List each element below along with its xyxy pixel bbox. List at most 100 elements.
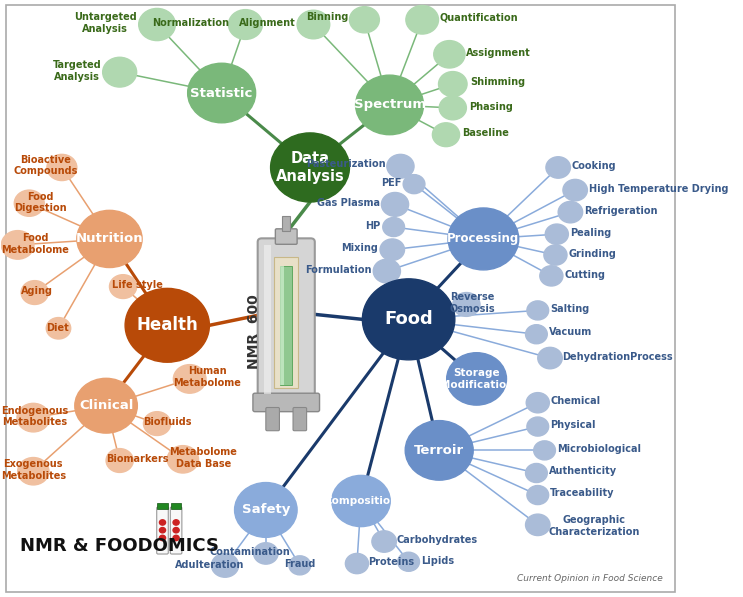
- Circle shape: [345, 553, 369, 574]
- Text: Mixing: Mixing: [341, 244, 378, 254]
- Text: NMR & FOODOMICS: NMR & FOODOMICS: [20, 537, 219, 555]
- Circle shape: [160, 528, 166, 533]
- Text: Cooking: Cooking: [572, 161, 617, 171]
- Text: Carbohydrates: Carbohydrates: [396, 536, 478, 545]
- Circle shape: [381, 192, 409, 216]
- Circle shape: [452, 293, 480, 316]
- Circle shape: [289, 556, 311, 575]
- Text: Formulation: Formulation: [305, 265, 372, 275]
- Text: Alignment: Alignment: [239, 19, 296, 28]
- Circle shape: [235, 482, 297, 537]
- Text: Composition: Composition: [324, 496, 398, 506]
- Text: High Temperature Drying: High Temperature Drying: [588, 184, 728, 194]
- Circle shape: [406, 5, 438, 34]
- Bar: [274, 257, 299, 388]
- Text: Authenticity: Authenticity: [548, 466, 617, 476]
- Text: Bioactive
Compounds: Bioactive Compounds: [13, 155, 77, 177]
- Text: Storage
Modification: Storage Modification: [440, 368, 513, 390]
- Circle shape: [106, 448, 133, 472]
- Text: Gas Plasma: Gas Plasma: [317, 198, 380, 208]
- Circle shape: [544, 245, 567, 265]
- Text: Pasteurization: Pasteurization: [306, 159, 386, 170]
- Circle shape: [46, 318, 71, 339]
- Circle shape: [212, 553, 239, 577]
- Bar: [158, 503, 168, 509]
- Text: Pealing: Pealing: [570, 228, 611, 238]
- Text: Reverse
Osmosis: Reverse Osmosis: [450, 293, 495, 314]
- Text: Chemical: Chemical: [550, 396, 600, 406]
- Circle shape: [143, 412, 171, 435]
- Circle shape: [77, 210, 142, 267]
- Bar: [171, 503, 181, 509]
- Text: Phasing: Phasing: [469, 101, 513, 112]
- FancyBboxPatch shape: [157, 507, 168, 554]
- Circle shape: [173, 536, 179, 541]
- Text: HP: HP: [365, 221, 380, 232]
- Circle shape: [525, 514, 550, 536]
- Text: Exogenous
Metabolites: Exogenous Metabolites: [1, 459, 66, 481]
- Circle shape: [373, 259, 400, 283]
- Text: Health: Health: [137, 316, 198, 334]
- Circle shape: [356, 75, 424, 135]
- Circle shape: [372, 531, 396, 552]
- Text: Processing: Processing: [447, 232, 519, 245]
- Circle shape: [538, 347, 562, 369]
- Circle shape: [545, 224, 568, 244]
- Circle shape: [439, 96, 467, 120]
- Circle shape: [527, 301, 548, 320]
- Text: Human
Metabolome: Human Metabolome: [173, 367, 241, 388]
- Text: Targeted
Analysis: Targeted Analysis: [53, 60, 101, 82]
- Text: Physical: Physical: [550, 420, 595, 430]
- Circle shape: [173, 528, 179, 533]
- Circle shape: [18, 457, 49, 485]
- Text: Assignment: Assignment: [467, 48, 531, 57]
- Text: Binning: Binning: [306, 13, 348, 22]
- Circle shape: [14, 190, 44, 216]
- Circle shape: [380, 239, 404, 260]
- Text: Food: Food: [384, 310, 433, 328]
- Text: Traceability: Traceability: [550, 488, 614, 498]
- Circle shape: [432, 123, 460, 147]
- Circle shape: [270, 133, 349, 202]
- Circle shape: [527, 417, 548, 436]
- Circle shape: [173, 520, 179, 525]
- Circle shape: [228, 10, 262, 39]
- Text: NMR  600: NMR 600: [247, 294, 261, 368]
- Text: Food
Digestion: Food Digestion: [14, 192, 67, 213]
- Circle shape: [438, 72, 467, 97]
- Bar: [280, 266, 284, 385]
- FancyBboxPatch shape: [276, 229, 297, 244]
- Text: Proteins: Proteins: [369, 558, 415, 567]
- Circle shape: [540, 266, 563, 286]
- Text: Food
Metabolome: Food Metabolome: [1, 233, 69, 255]
- Text: Aging: Aging: [21, 287, 53, 296]
- Circle shape: [363, 279, 455, 360]
- Circle shape: [558, 201, 583, 223]
- FancyBboxPatch shape: [258, 238, 315, 401]
- Bar: [280, 266, 292, 385]
- Circle shape: [103, 57, 137, 87]
- Text: Quantification: Quantification: [440, 13, 519, 22]
- Circle shape: [109, 275, 137, 298]
- Circle shape: [563, 179, 588, 201]
- Circle shape: [526, 393, 549, 413]
- Text: Terroir: Terroir: [414, 444, 464, 457]
- Circle shape: [160, 536, 166, 541]
- FancyBboxPatch shape: [170, 507, 182, 554]
- Circle shape: [434, 41, 465, 68]
- Text: Vacuum: Vacuum: [548, 327, 592, 337]
- Text: Salting: Salting: [550, 304, 589, 313]
- Circle shape: [167, 445, 198, 473]
- Text: Spectrum: Spectrum: [354, 99, 426, 112]
- Circle shape: [253, 543, 278, 564]
- Circle shape: [403, 174, 425, 193]
- Text: Baseline: Baseline: [462, 128, 509, 138]
- Text: Metabolome
Data Base: Metabolome Data Base: [169, 447, 237, 469]
- Text: Lipids: Lipids: [421, 556, 454, 565]
- Text: Adulteration: Adulteration: [175, 560, 244, 570]
- Text: Normalization: Normalization: [152, 19, 229, 28]
- Circle shape: [21, 281, 48, 304]
- FancyBboxPatch shape: [253, 393, 319, 412]
- Bar: [282, 216, 291, 231]
- Text: Microbiological: Microbiological: [557, 444, 640, 454]
